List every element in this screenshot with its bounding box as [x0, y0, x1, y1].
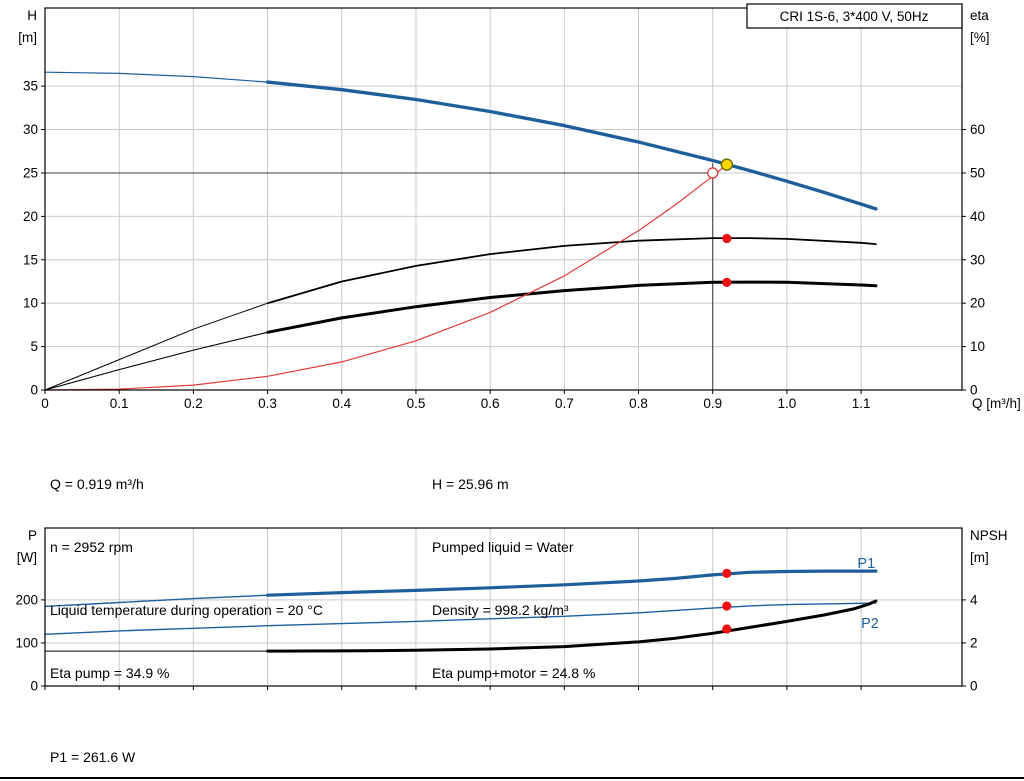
qh-eta-chart: 0 0.1 0.2 0.3 0.4 0.5 0.6 0.7 0.8 0.9 1.0 1.1 0 5 10 15… — [18, 3, 1021, 411]
eta-pump-motor-low-flow — [44, 331, 269, 391]
power-npsh-chart: 0 100 200 0 2 4 P [W] NPSH [m] P1 P2 — [15, 527, 1008, 694]
x-tick-label: 1.0 — [778, 396, 797, 411]
system-curve — [44, 164, 728, 391]
eta-pump-duty-point — [722, 233, 732, 244]
head-curve-low-flow — [44, 71, 269, 83]
y-left-tick-label: 200 — [15, 592, 38, 607]
y-right-tick-label: 4 — [970, 592, 978, 607]
x-tick-label: 0.8 — [629, 396, 648, 411]
x-tick-label: 0.1 — [110, 396, 129, 411]
p2-duty-point — [722, 601, 732, 611]
x-tick-label: 0.6 — [481, 396, 500, 411]
y-right-axis-label: NPSH — [970, 528, 1008, 543]
y-left-tick-label: 10 — [23, 296, 38, 311]
npsh-curve — [266, 599, 878, 653]
y-right-tick-label: 30 — [970, 252, 985, 267]
y-right-tick-label: 20 — [970, 296, 985, 311]
npsh-duty-point — [722, 624, 732, 634]
power-info-column: P1 = 261.6 W P2 = 185.7 W NPSH = 2.65 m — [50, 705, 148, 781]
requested-duty-point — [707, 167, 719, 179]
y-left-tick-label: 0 — [30, 383, 38, 398]
info-head: H = 25.96 m — [432, 476, 509, 492]
chart-title-box: CRI 1S-6, 3*400 V, 50Hz — [746, 3, 963, 29]
eta-pump-curve — [266, 237, 877, 305]
plot-frame — [44, 7, 963, 391]
chart-title-frame — [746, 3, 963, 29]
y-right-tick-label: 2 — [970, 635, 978, 650]
y-left-tick-label: 15 — [23, 252, 38, 267]
p1-duty-point — [722, 568, 732, 578]
duty-info-left-column: Q = 0.919 m³/h n = 2952 rpm Liquid tempe… — [50, 432, 323, 726]
info-eta-pump: Eta pump = 34.9 % — [50, 665, 170, 681]
y-left-axis-unit: [m] — [18, 30, 37, 45]
info-eta-pump-motor: Eta pump+motor = 24.8 % — [432, 665, 596, 681]
x-tick-label: 0.3 — [258, 396, 277, 411]
y-right-axis-unit: [m] — [970, 550, 989, 565]
y-left-axis-label: H — [27, 8, 37, 23]
x-tick-label: 0.9 — [703, 396, 722, 411]
y-left-tick-label: 100 — [15, 635, 38, 650]
p2-curve-label: P2 — [861, 616, 879, 632]
y-left-tick-label: 35 — [23, 79, 38, 94]
info-flow: Q = 0.919 m³/h — [50, 476, 144, 492]
x-tick-label: 0.4 — [332, 396, 351, 411]
x-tick-label: 0.7 — [555, 396, 574, 411]
p2-curve — [44, 602, 877, 635]
x-axis-label: Q [m³/h] — [972, 396, 1021, 411]
y-right-tick-label: 60 — [970, 122, 985, 137]
p1-low-flow — [44, 594, 269, 608]
eta-pump-motor-curve — [266, 280, 878, 334]
y-right-axis-label: eta — [970, 8, 989, 23]
head-curve — [265, 80, 878, 211]
plot-frame — [44, 527, 963, 687]
y-left-tick-label: 25 — [23, 165, 38, 180]
y-left-tick-label: 5 — [30, 339, 38, 354]
info-p1: P1 = 261.6 W — [50, 749, 136, 765]
y-right-tick-label: 0 — [970, 383, 978, 398]
y-right-tick-label: 40 — [970, 209, 985, 224]
info-pumped-liquid: Pumped liquid = Water — [432, 539, 574, 555]
y-right-axis-unit: [%] — [970, 30, 990, 45]
duty-point[interactable] — [720, 158, 734, 171]
x-tick-label: 0.2 — [184, 396, 203, 411]
y-right-tick-label: 50 — [970, 165, 985, 180]
x-tick-label: 0.5 — [407, 396, 426, 411]
info-density: Density = 998.2 kg/m³ — [432, 602, 569, 618]
y-left-tick-label: 20 — [23, 209, 38, 224]
y-left-tick-label: 0 — [30, 679, 38, 694]
duty-info-right-column: H = 25.96 m Pumped liquid = Water Densit… — [432, 432, 595, 726]
p1-curve — [266, 569, 878, 597]
x-tick-label: 1.1 — [852, 396, 871, 411]
eta-pump-low-flow — [44, 302, 269, 391]
y-left-axis-unit: [W] — [17, 550, 37, 565]
bottom-divider — [0, 777, 1024, 779]
x-tick-label: 0 — [41, 396, 49, 411]
chart-title: CRI 1S-6, 3*400 V, 50Hz — [780, 9, 929, 24]
p1-curve-label: P1 — [857, 556, 875, 572]
info-speed: n = 2952 rpm — [50, 539, 133, 555]
y-right-tick-label: 0 — [970, 679, 978, 694]
y-right-tick-label: 10 — [970, 339, 985, 354]
eta-pump-motor-duty-point — [722, 277, 732, 287]
info-liquid-temperature: Liquid temperature during operation = 20… — [50, 602, 323, 618]
y-left-axis-label: P — [28, 528, 37, 543]
y-left-tick-label: 30 — [23, 122, 38, 137]
